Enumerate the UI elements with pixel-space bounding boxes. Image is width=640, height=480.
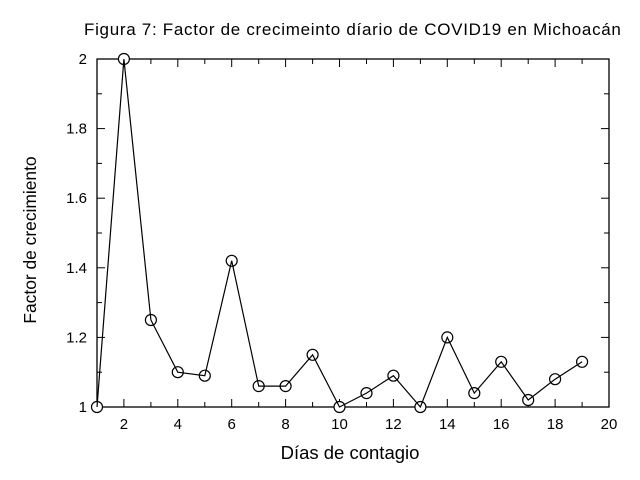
svg-text:6: 6 <box>228 416 236 433</box>
svg-text:2: 2 <box>120 416 128 433</box>
svg-text:8: 8 <box>281 416 289 433</box>
svg-text:14: 14 <box>439 416 456 433</box>
svg-text:12: 12 <box>385 416 402 433</box>
svg-text:20: 20 <box>601 416 618 433</box>
svg-text:1.6: 1.6 <box>66 190 87 207</box>
svg-text:1.2: 1.2 <box>66 329 87 346</box>
svg-text:16: 16 <box>493 416 510 433</box>
svg-text:10: 10 <box>331 416 348 433</box>
svg-text:1.4: 1.4 <box>66 260 87 277</box>
svg-text:18: 18 <box>547 416 564 433</box>
svg-text:1: 1 <box>79 399 87 416</box>
svg-text:4: 4 <box>174 416 182 433</box>
svg-text:1.8: 1.8 <box>66 121 87 138</box>
svg-text:2: 2 <box>79 51 87 68</box>
